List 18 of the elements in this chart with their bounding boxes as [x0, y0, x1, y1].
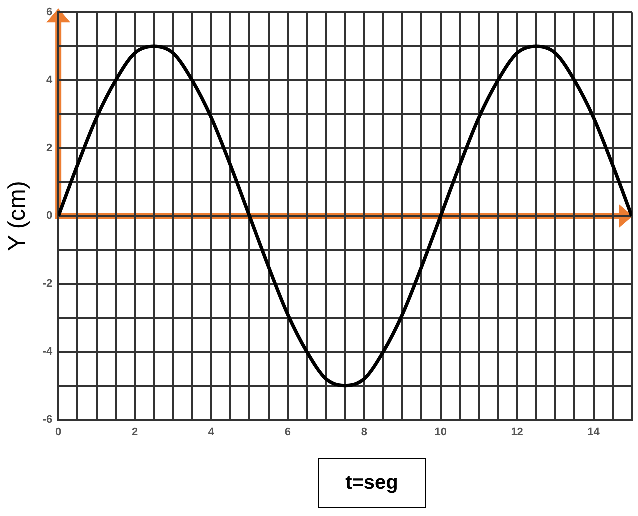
y-tick-label: 4	[46, 74, 54, 86]
x-tick-label: 6	[284, 426, 292, 438]
x-tick-label: 8	[361, 426, 368, 438]
y-tick-label: -4	[42, 346, 54, 358]
x-tick-label: 0	[56, 426, 62, 438]
y-tick-label: -6	[42, 414, 53, 426]
y-tick-label: -2	[42, 278, 53, 290]
x-tick-label: 12	[511, 426, 524, 438]
x-tick-label: 14	[588, 426, 601, 438]
x-tick-label: 10	[434, 426, 447, 438]
x-axis-title: t=seg	[318, 458, 426, 508]
y-tick-label: 2	[46, 142, 53, 154]
x-tick-label: 4	[208, 426, 216, 438]
line-series	[58, 44, 632, 388]
y-axis-title: Y (cm)	[4, 181, 32, 252]
y-tick-label: 0	[46, 210, 53, 222]
y-tick-label: 6	[46, 6, 53, 19]
x-tick-label: 2	[132, 426, 138, 438]
